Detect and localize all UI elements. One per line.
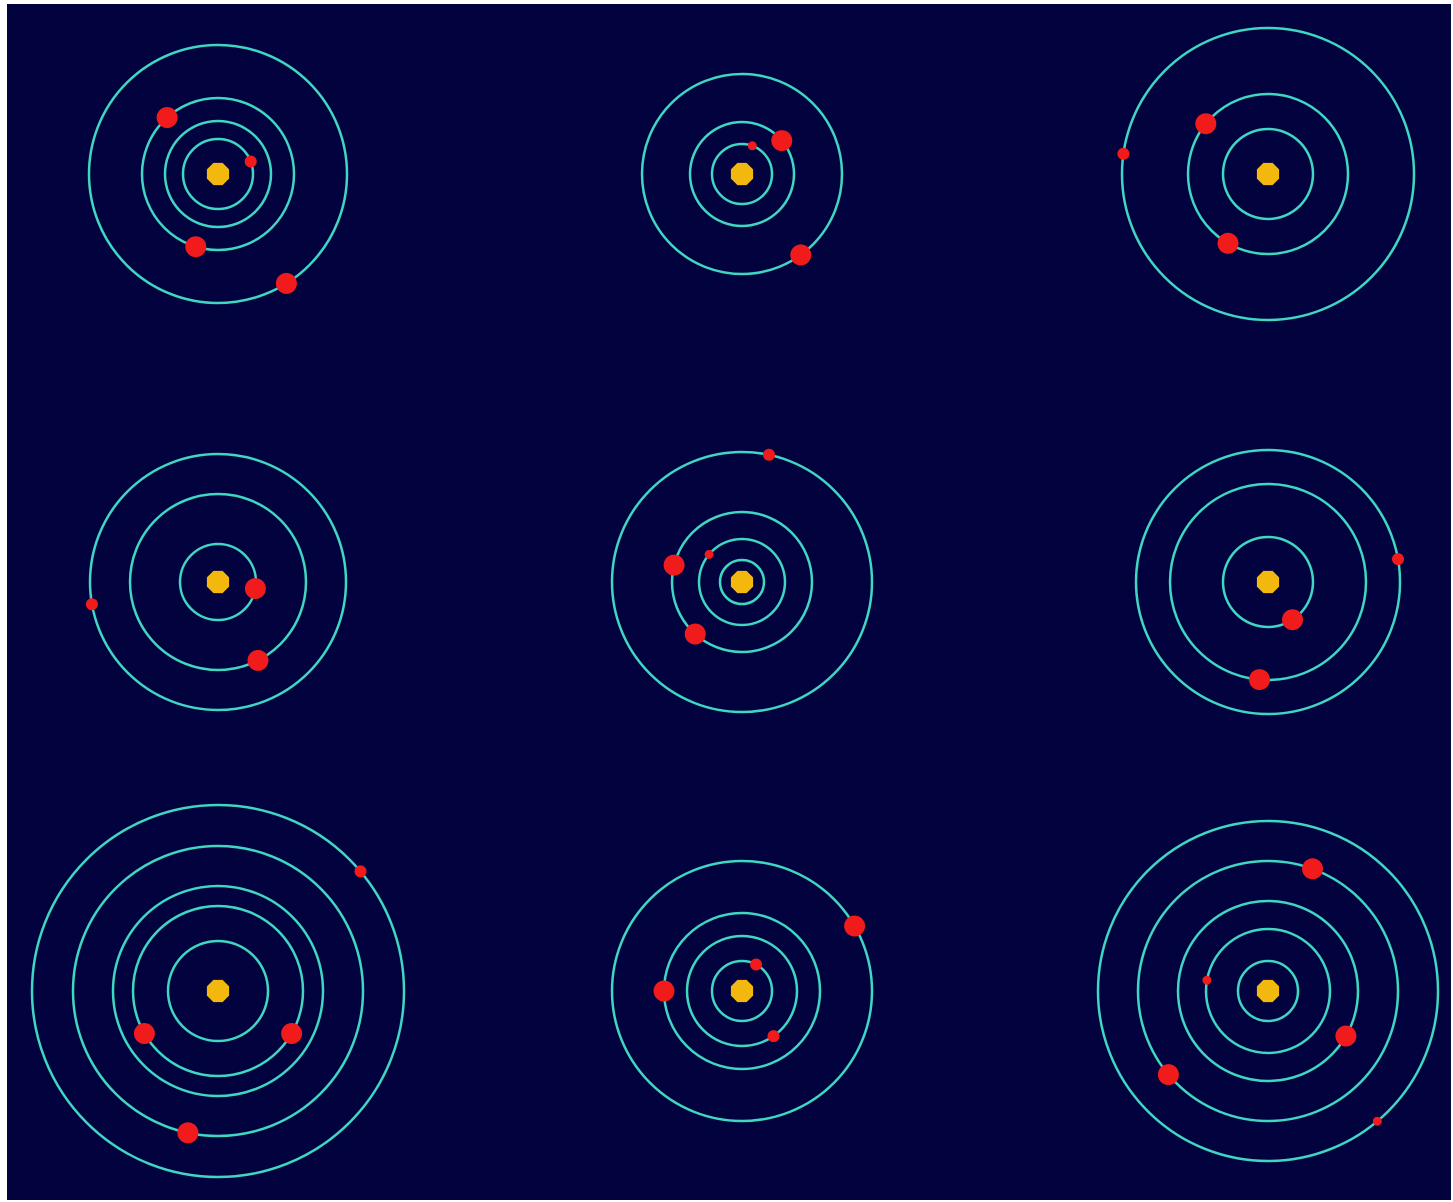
planet bbox=[1392, 553, 1404, 566]
orbit-ring bbox=[140, 96, 296, 252]
planet bbox=[767, 1030, 780, 1043]
planet bbox=[1372, 1116, 1382, 1126]
space-background bbox=[7, 4, 1451, 1200]
orbit-ring bbox=[1136, 859, 1400, 1123]
star bbox=[1256, 570, 1280, 594]
planet bbox=[663, 554, 685, 576]
star bbox=[206, 162, 230, 186]
planet bbox=[275, 272, 297, 294]
system-1 bbox=[87, 43, 349, 305]
orbit-ring bbox=[1134, 448, 1402, 716]
planet bbox=[1249, 669, 1270, 691]
planet bbox=[281, 1023, 303, 1044]
planet bbox=[85, 598, 98, 611]
planet bbox=[1335, 1025, 1357, 1047]
planet bbox=[763, 448, 775, 461]
star bbox=[206, 570, 230, 594]
system-3 bbox=[1117, 26, 1416, 322]
star bbox=[1256, 979, 1280, 1003]
planet bbox=[247, 649, 269, 671]
orbit-ring bbox=[181, 137, 255, 211]
planet bbox=[177, 1122, 199, 1144]
planet bbox=[844, 915, 866, 937]
planet bbox=[156, 107, 178, 128]
orbit-ring bbox=[685, 934, 799, 1048]
systems-layer bbox=[30, 26, 1440, 1179]
star bbox=[730, 162, 754, 186]
planet bbox=[244, 578, 266, 600]
planet bbox=[1302, 858, 1323, 880]
planet bbox=[1117, 147, 1130, 160]
orbit-ring bbox=[166, 939, 270, 1043]
star bbox=[730, 570, 754, 594]
orbit-ring bbox=[1186, 92, 1350, 256]
system-7 bbox=[30, 803, 406, 1179]
planet bbox=[1195, 113, 1217, 135]
orbit-ring bbox=[1236, 959, 1300, 1023]
orbit-ring bbox=[718, 558, 766, 606]
orbit-ring bbox=[697, 537, 787, 627]
orbit-ring bbox=[128, 492, 308, 672]
planet bbox=[244, 155, 257, 168]
orbit-ring bbox=[610, 859, 874, 1123]
orbit-ring bbox=[1120, 26, 1416, 322]
orbit-ring bbox=[1221, 535, 1315, 629]
orbit-ring bbox=[610, 450, 874, 714]
orbit-ring bbox=[1204, 927, 1332, 1055]
star bbox=[730, 979, 754, 1003]
planet bbox=[354, 865, 367, 878]
orbit-ring bbox=[640, 72, 844, 276]
system-5 bbox=[610, 448, 874, 714]
planet bbox=[133, 1023, 155, 1044]
planet bbox=[653, 980, 675, 1002]
orbit-ring bbox=[30, 803, 406, 1179]
system-2 bbox=[640, 72, 844, 276]
orbit-ring bbox=[111, 884, 325, 1098]
planet bbox=[750, 958, 763, 971]
orbit-ring bbox=[688, 120, 796, 228]
orbit-ring bbox=[87, 43, 349, 305]
planet bbox=[684, 623, 706, 645]
star bbox=[1256, 162, 1280, 186]
orbit-ring bbox=[1096, 819, 1440, 1163]
orbit-ring bbox=[1176, 899, 1360, 1083]
orbit-ring bbox=[71, 844, 365, 1138]
planet bbox=[1157, 1064, 1179, 1086]
planet bbox=[1282, 609, 1303, 631]
planet bbox=[771, 130, 793, 152]
star bbox=[206, 979, 230, 1003]
planet bbox=[704, 549, 714, 559]
orbit-ring bbox=[670, 510, 814, 654]
solar-systems-canvas bbox=[7, 4, 1451, 1200]
orbit-ring bbox=[88, 452, 348, 712]
orbit-ring bbox=[710, 959, 774, 1023]
planet bbox=[1217, 232, 1239, 254]
orbit-ring bbox=[710, 142, 774, 206]
planet bbox=[790, 244, 812, 266]
orbit-ring bbox=[163, 119, 273, 229]
solar-systems-diagram bbox=[7, 4, 1451, 1200]
orbit-ring bbox=[1221, 127, 1315, 221]
planet bbox=[747, 141, 757, 151]
system-9 bbox=[1096, 819, 1440, 1163]
system-6 bbox=[1134, 448, 1404, 716]
planet bbox=[1202, 975, 1212, 985]
system-8 bbox=[610, 859, 874, 1123]
system-4 bbox=[85, 452, 348, 712]
orbit-ring bbox=[131, 904, 305, 1078]
planet bbox=[185, 236, 207, 258]
